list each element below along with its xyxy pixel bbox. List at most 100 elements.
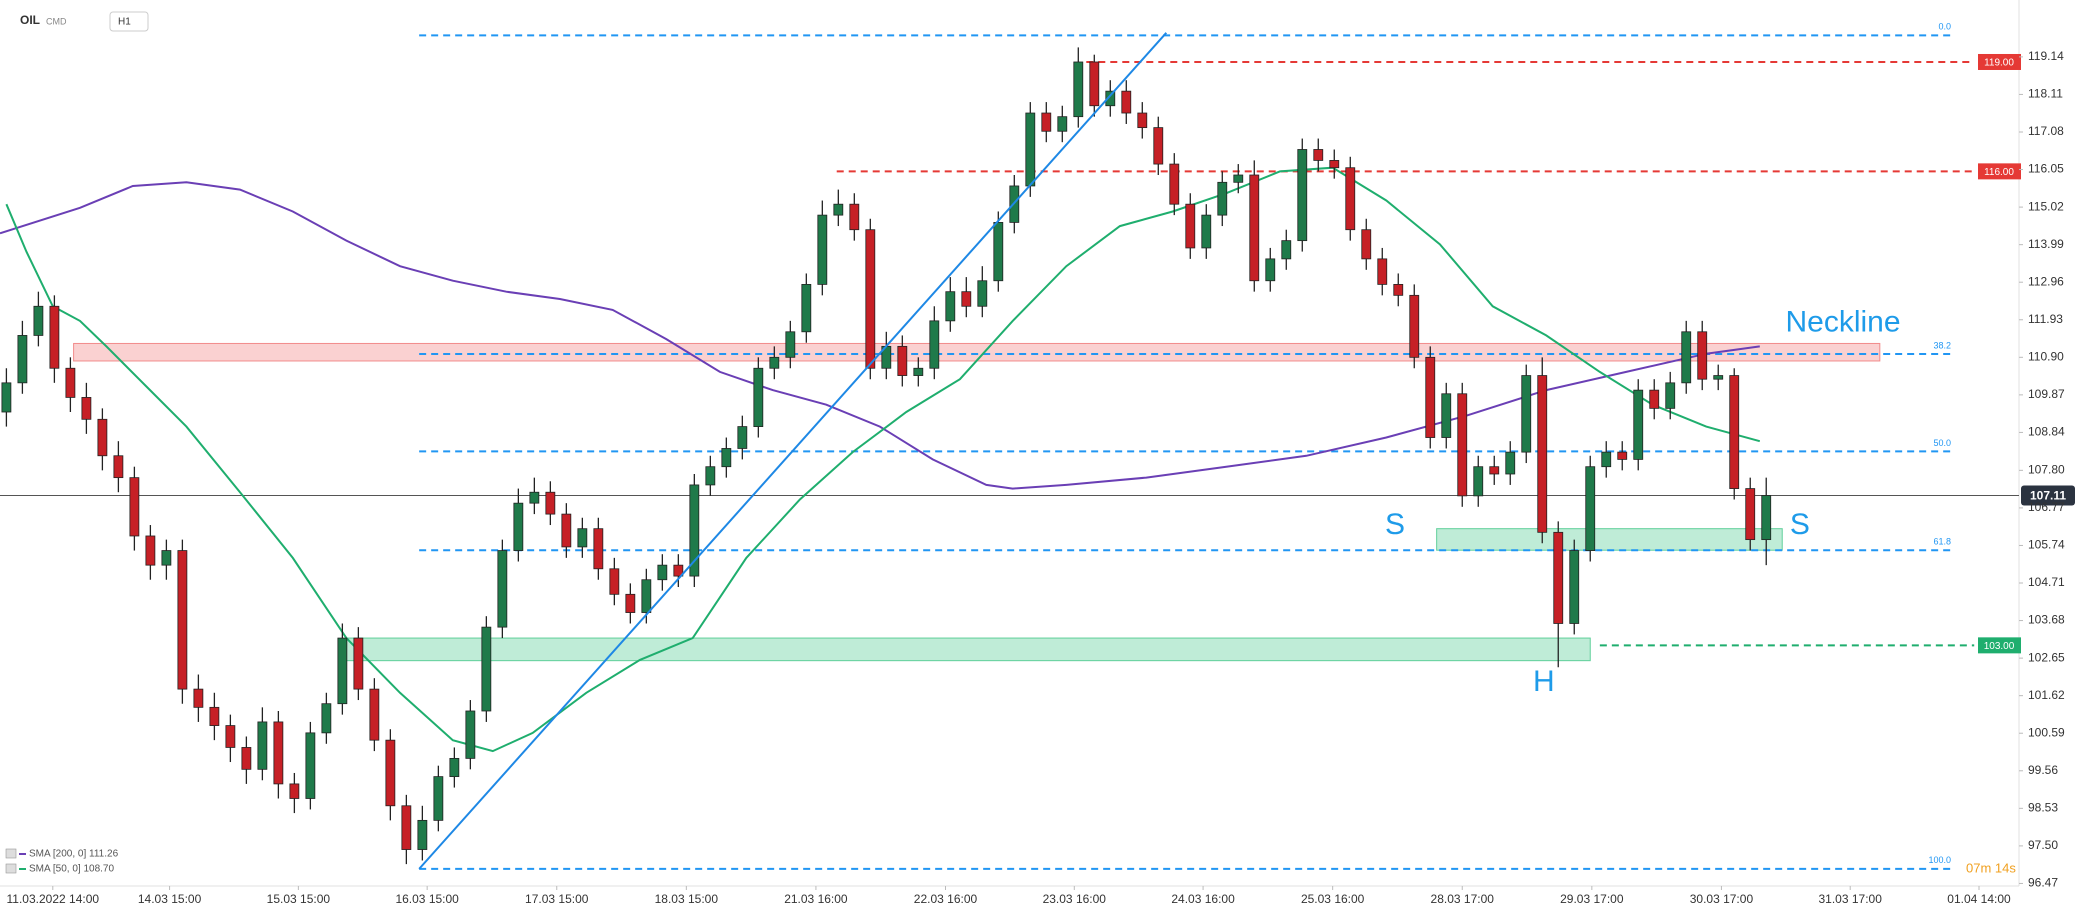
y-tick-label: 96.47	[2028, 876, 2058, 890]
candle-body	[1553, 531, 1564, 624]
candle-body	[1057, 116, 1068, 132]
x-tick-label: 23.03 16:00	[1043, 892, 1107, 906]
candle-body	[929, 320, 940, 369]
candle-body	[417, 819, 428, 850]
y-tick-label: 105.74	[2028, 538, 2065, 552]
candle-body	[1761, 495, 1772, 541]
candle-body	[673, 564, 684, 577]
level-tag	[1978, 53, 2021, 70]
annotation: S	[1790, 508, 1810, 541]
interval[interactable]: H1	[118, 17, 131, 28]
candle-body	[321, 703, 332, 734]
interval-button[interactable]	[109, 11, 149, 32]
candle-body	[1649, 389, 1660, 409]
candle-body	[1201, 214, 1212, 249]
candle-body	[705, 466, 716, 486]
x-tick-label: 30.03 17:00	[1690, 892, 1754, 906]
candle-body	[481, 626, 492, 712]
x-tick-label: 22.03 16:00	[914, 892, 978, 906]
candle-body	[785, 331, 796, 358]
candle-body	[1361, 229, 1372, 260]
candle-body	[401, 805, 412, 850]
candle-body	[337, 637, 348, 705]
candle-body	[641, 579, 652, 613]
y-tick-label: 118.11	[2028, 87, 2063, 101]
y-tick-label: 106.77	[2028, 500, 2065, 514]
candle-body	[497, 550, 508, 628]
zone	[73, 342, 1881, 362]
candle-body	[273, 721, 284, 785]
candle-body	[209, 706, 220, 726]
x-tick-label: 21.03 16:00	[784, 892, 848, 906]
y-tick-label: 119.14	[2028, 49, 2064, 63]
y-tick-label: 103.68	[2028, 613, 2065, 627]
candle-body	[1505, 451, 1516, 475]
candle-body	[1729, 375, 1740, 489]
y-tick-label: 98.53	[2028, 801, 2058, 815]
candle-body	[1585, 466, 1596, 551]
x-tick-label: 28.03 17:00	[1431, 892, 1495, 906]
candle-body	[385, 739, 396, 807]
fib-label: 0.0	[1938, 22, 1951, 32]
y-tick-label: 110.90	[2028, 349, 2064, 363]
candle-body	[1089, 61, 1100, 107]
candle-body	[1137, 112, 1148, 129]
candle-body	[433, 776, 444, 821]
candle-body	[1489, 466, 1500, 475]
candle-body	[257, 721, 268, 770]
candle-body	[1121, 90, 1132, 114]
candle-body	[1153, 127, 1164, 165]
legend-icon	[5, 848, 17, 859]
candle-body	[1665, 382, 1676, 409]
x-tick-label: 29.03 17:00	[1560, 892, 1624, 906]
candle-body	[1745, 488, 1756, 541]
candle-body	[1169, 163, 1180, 205]
y-tick-label: 100.59	[2028, 725, 2065, 739]
fib-label: 50.0	[1933, 438, 1951, 448]
candle-body	[1697, 331, 1708, 380]
symbol: OIL	[20, 13, 40, 27]
candle-body	[593, 528, 604, 570]
candle-body	[913, 367, 924, 376]
x-tick-label: 31.03 17:00	[1819, 892, 1883, 906]
candle-body	[689, 484, 700, 577]
candle-body	[545, 491, 556, 515]
candle-body	[1409, 294, 1420, 358]
candle-body	[753, 367, 764, 427]
candle-body	[561, 513, 572, 548]
y-tick-label: 117.08	[2028, 124, 2064, 138]
candle-body	[529, 491, 540, 504]
candle-body	[721, 448, 732, 468]
candle-body	[625, 593, 636, 613]
x-tick-label: 11.03.2022 14:00	[7, 892, 100, 906]
y-tick-label: 112.96	[2028, 274, 2064, 288]
candle-body	[849, 203, 860, 231]
x-tick-label: 17.03 15:00	[525, 892, 589, 906]
x-tick-label: 14.03 15:00	[138, 892, 202, 906]
annotation: H	[1533, 665, 1555, 698]
candle-body	[17, 335, 28, 384]
y-tick-label: 115.02	[2028, 199, 2064, 213]
candle-body	[657, 564, 668, 581]
candle-body	[769, 356, 780, 369]
candle-body	[305, 732, 316, 799]
y-tick-label: 113.99	[2028, 237, 2064, 251]
candle-body	[1425, 356, 1436, 438]
y-tick-label: 107.80	[2028, 463, 2065, 477]
y-tick-label: 102.65	[2028, 650, 2065, 664]
candle-body	[977, 280, 988, 307]
candle-body	[1265, 258, 1276, 282]
candle-body	[33, 305, 44, 336]
y-tick-label: 99.56	[2028, 763, 2058, 777]
candle-body	[289, 783, 300, 799]
candle-body	[465, 710, 476, 759]
candle-body	[609, 568, 620, 595]
candle-body	[1073, 61, 1084, 118]
market: CMD	[46, 16, 67, 26]
x-tick-label: 25.03 16:00	[1301, 892, 1365, 906]
candle-body	[1601, 451, 1612, 468]
candle-body	[1633, 389, 1644, 460]
candle-body	[1105, 90, 1116, 107]
